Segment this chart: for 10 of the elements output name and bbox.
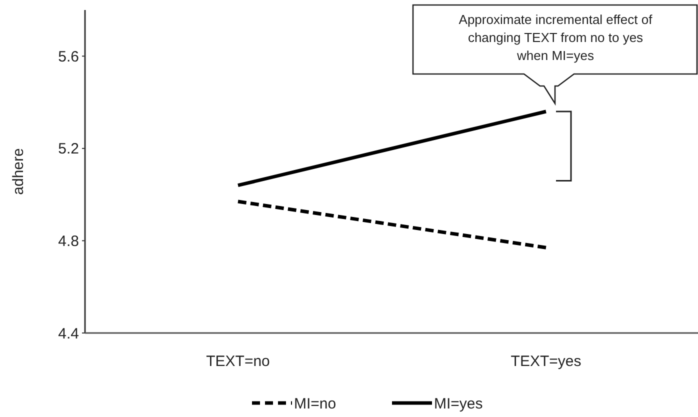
- legend-label: MI=yes: [434, 395, 483, 412]
- annotation: Approximate incremental effect of changing TEXT from no to yes when MI=yes: [458, 12, 653, 63]
- legend-label: MI=no: [294, 395, 336, 412]
- x-tick-label: TEXT=yes: [510, 353, 582, 370]
- y-tick-label: 4.4: [58, 325, 79, 342]
- y-axis-title: adhere: [10, 148, 27, 195]
- x-tick-label: TEXT=no: [206, 353, 270, 370]
- y-tick-label: 4.8: [58, 232, 79, 250]
- y-tick-label: 5.6: [58, 48, 79, 66]
- y-tick-label: 5.2: [58, 140, 79, 158]
